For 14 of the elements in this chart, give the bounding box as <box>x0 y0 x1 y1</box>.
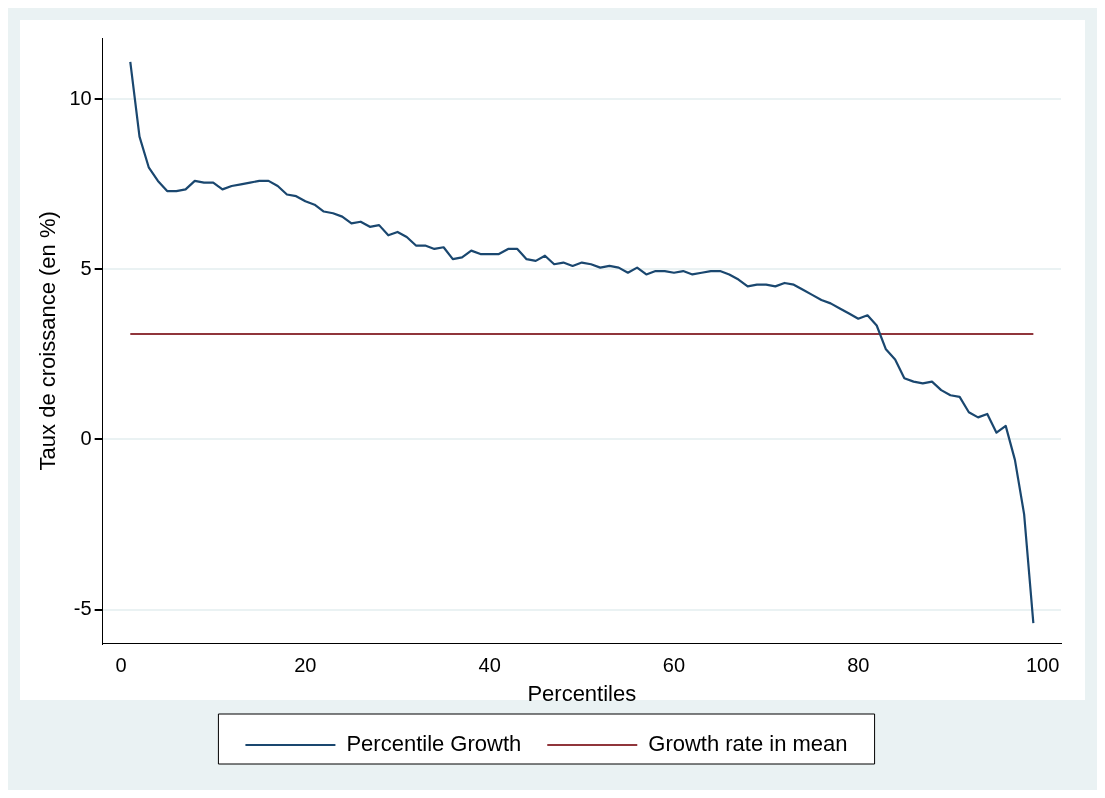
y-tick-label: 0 <box>80 426 92 449</box>
y-axis-title: Taux de croissance (en %) <box>35 211 61 471</box>
x-axis-title: Percentiles <box>527 680 637 706</box>
x-tick-label: 60 <box>662 654 686 677</box>
y-tick-label: 5 <box>80 256 92 279</box>
x-tick-label: 40 <box>478 654 501 677</box>
x-tick-label: 20 <box>294 654 317 677</box>
x-tick-label: 80 <box>847 654 870 677</box>
x-tick-label: 100 <box>1025 654 1060 677</box>
x-tick-label: 0 <box>115 654 127 677</box>
y-tick-label: 10 <box>69 86 92 109</box>
legend-label: Growth rate in mean <box>648 731 848 757</box>
y-tick-label: -5 <box>73 597 92 620</box>
legend-label: Percentile Growth <box>346 731 522 757</box>
